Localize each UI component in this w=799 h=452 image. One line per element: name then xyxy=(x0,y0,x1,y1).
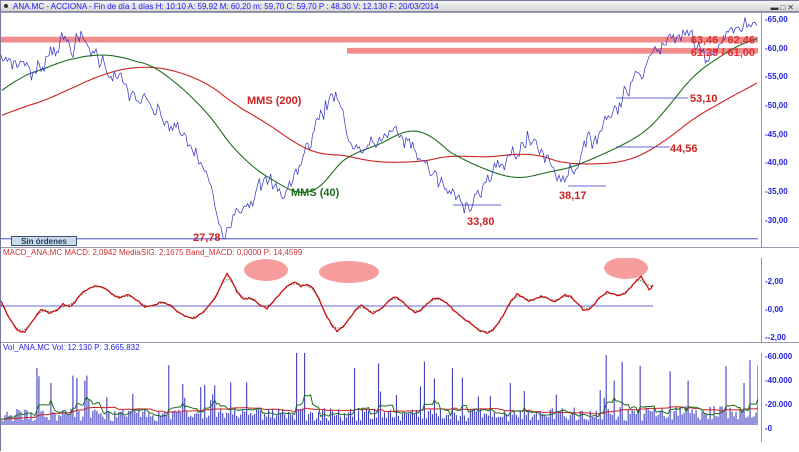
svg-text:63,46 / 62,46: 63,46 / 62,46 xyxy=(691,35,755,47)
svg-text:61,29 / 61,00: 61,29 / 61,00 xyxy=(691,47,755,59)
svg-text:38,17: 38,17 xyxy=(559,190,587,202)
svg-text:27,78: 27,78 xyxy=(193,232,221,244)
svg-text:53,10: 53,10 xyxy=(690,93,718,105)
svg-text:33,80: 33,80 xyxy=(467,216,495,228)
svg-text:44,56: 44,56 xyxy=(670,143,698,155)
svg-text:MMS (40): MMS (40) xyxy=(291,187,340,199)
svg-text:MMS (200): MMS (200) xyxy=(247,95,302,107)
